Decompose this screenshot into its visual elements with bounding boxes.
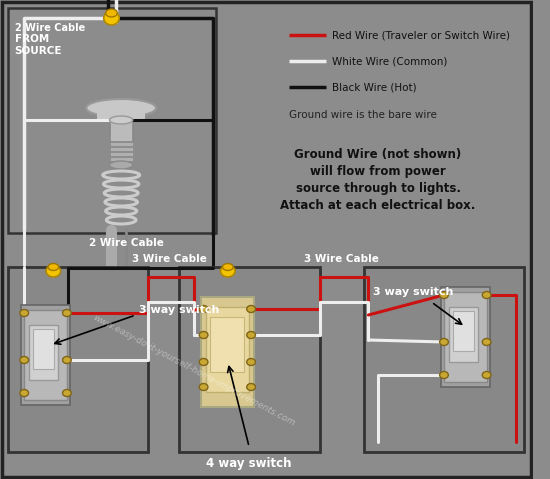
Text: will flow from power: will flow from power — [310, 165, 446, 178]
Bar — [444, 292, 487, 382]
Text: 3 Wire Cable: 3 Wire Cable — [132, 254, 207, 264]
Ellipse shape — [86, 99, 156, 117]
Text: 2 Wire Cable: 2 Wire Cable — [14, 23, 85, 33]
Ellipse shape — [20, 309, 29, 317]
Ellipse shape — [247, 384, 255, 390]
Ellipse shape — [20, 389, 29, 397]
Ellipse shape — [439, 339, 448, 345]
Text: Red Wire (Traveler or Switch Wire): Red Wire (Traveler or Switch Wire) — [332, 30, 509, 40]
Text: Black Wire (Hot): Black Wire (Hot) — [332, 82, 416, 92]
Text: 4 way switch: 4 way switch — [206, 457, 292, 470]
Text: White Wire (Common): White Wire (Common) — [332, 56, 447, 66]
Text: 3 way switch: 3 way switch — [139, 305, 219, 315]
Bar — [21, 305, 70, 405]
Ellipse shape — [482, 339, 491, 345]
Bar — [453, 311, 474, 351]
Bar — [8, 267, 148, 452]
Ellipse shape — [223, 263, 233, 271]
Ellipse shape — [46, 265, 60, 277]
Bar — [109, 162, 133, 166]
Ellipse shape — [199, 358, 208, 365]
Text: Ground Wire (not shown): Ground Wire (not shown) — [294, 148, 461, 161]
Bar — [24, 310, 67, 400]
Bar — [109, 157, 133, 161]
Bar — [29, 325, 58, 380]
Ellipse shape — [63, 309, 72, 317]
Ellipse shape — [106, 9, 117, 17]
Text: 3 way switch: 3 way switch — [373, 287, 454, 297]
Bar — [364, 267, 524, 452]
Ellipse shape — [63, 356, 72, 364]
Text: source through to lights.: source through to lights. — [295, 182, 460, 195]
Ellipse shape — [48, 263, 59, 271]
Bar — [210, 317, 244, 372]
Ellipse shape — [247, 331, 255, 339]
Bar — [449, 307, 478, 362]
Ellipse shape — [199, 331, 208, 339]
Ellipse shape — [109, 116, 133, 124]
Ellipse shape — [482, 372, 491, 378]
Ellipse shape — [109, 161, 133, 169]
Bar — [8, 8, 216, 233]
Ellipse shape — [247, 306, 255, 312]
Ellipse shape — [104, 11, 119, 25]
Text: Attach at each electrical box.: Attach at each electrical box. — [280, 199, 476, 212]
Ellipse shape — [20, 356, 29, 364]
Text: FROM
SOURCE: FROM SOURCE — [14, 34, 62, 56]
Bar — [109, 142, 133, 146]
Text: 2 Wire Cable: 2 Wire Cable — [89, 238, 163, 248]
Bar — [109, 120, 133, 142]
Bar — [206, 307, 249, 392]
Text: Ground wire is the bare wire: Ground wire is the bare wire — [289, 110, 437, 120]
Ellipse shape — [247, 358, 255, 365]
Text: 3 Wire Cable: 3 Wire Cable — [304, 254, 379, 264]
Text: www.easy-do-it-yourself-home-improvements.com: www.easy-do-it-yourself-home-improvement… — [91, 313, 296, 427]
Ellipse shape — [199, 306, 208, 312]
Ellipse shape — [439, 372, 448, 378]
Bar — [33, 329, 54, 369]
Ellipse shape — [199, 384, 208, 390]
Ellipse shape — [221, 265, 235, 277]
Ellipse shape — [482, 292, 491, 298]
Bar — [441, 287, 490, 387]
Bar — [201, 297, 254, 407]
Bar — [179, 267, 320, 452]
Bar — [97, 108, 145, 120]
Ellipse shape — [439, 292, 448, 298]
Bar — [109, 152, 133, 156]
Bar — [109, 147, 133, 151]
Ellipse shape — [63, 389, 72, 397]
